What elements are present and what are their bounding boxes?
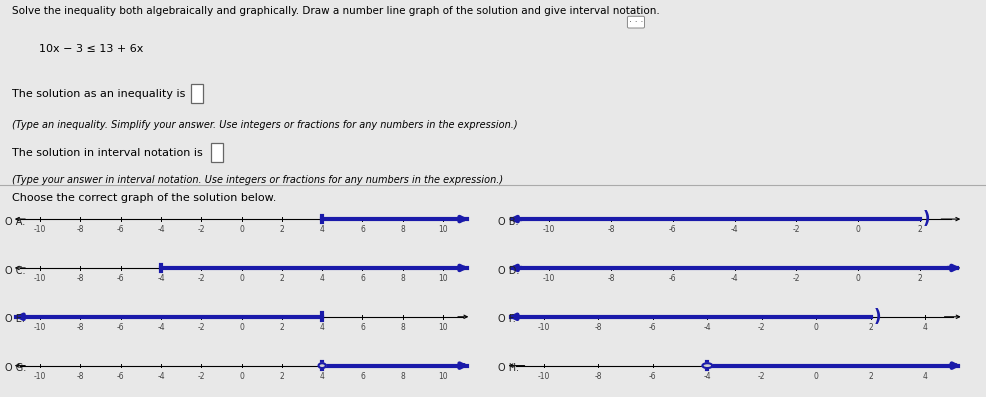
Text: -2: -2 bbox=[197, 225, 205, 234]
Text: 0: 0 bbox=[240, 225, 244, 234]
Text: -2: -2 bbox=[758, 323, 765, 332]
Text: 2: 2 bbox=[279, 372, 284, 381]
Text: 4: 4 bbox=[319, 274, 324, 283]
Circle shape bbox=[702, 363, 712, 368]
Text: · · ·: · · · bbox=[629, 17, 643, 27]
Text: -4: -4 bbox=[157, 225, 165, 234]
Text: -6: -6 bbox=[669, 225, 676, 234]
Text: -2: -2 bbox=[197, 323, 205, 332]
Text: -8: -8 bbox=[595, 372, 602, 381]
Text: -8: -8 bbox=[77, 274, 84, 283]
Text: -4: -4 bbox=[703, 323, 711, 332]
Text: -6: -6 bbox=[669, 274, 676, 283]
Text: 4: 4 bbox=[923, 372, 928, 381]
Text: -8: -8 bbox=[607, 274, 614, 283]
Text: -10: -10 bbox=[537, 323, 550, 332]
Text: 6: 6 bbox=[360, 372, 365, 381]
Text: O E.: O E. bbox=[5, 314, 25, 324]
Text: O D.: O D. bbox=[498, 266, 520, 276]
Text: -10: -10 bbox=[543, 274, 555, 283]
Text: 10: 10 bbox=[438, 323, 448, 332]
Text: 2: 2 bbox=[869, 323, 874, 332]
Text: O C.: O C. bbox=[5, 266, 26, 276]
Text: -2: -2 bbox=[793, 274, 800, 283]
Text: -4: -4 bbox=[157, 274, 165, 283]
Text: -10: -10 bbox=[543, 225, 555, 234]
Text: 2: 2 bbox=[279, 274, 284, 283]
Text: -6: -6 bbox=[117, 225, 124, 234]
Text: -6: -6 bbox=[649, 372, 657, 381]
Text: 4: 4 bbox=[319, 225, 324, 234]
Text: 2: 2 bbox=[918, 225, 922, 234]
Text: The solution as an inequality is: The solution as an inequality is bbox=[12, 89, 192, 98]
Text: -6: -6 bbox=[649, 323, 657, 332]
Text: -2: -2 bbox=[197, 274, 205, 283]
Text: 10: 10 bbox=[438, 274, 448, 283]
Text: 4: 4 bbox=[923, 323, 928, 332]
Text: 0: 0 bbox=[856, 274, 861, 283]
Text: -10: -10 bbox=[537, 372, 550, 381]
Text: 0: 0 bbox=[240, 372, 244, 381]
Text: -10: -10 bbox=[34, 323, 46, 332]
Text: 6: 6 bbox=[360, 225, 365, 234]
Text: The solution in interval notation is: The solution in interval notation is bbox=[12, 148, 210, 158]
Text: -6: -6 bbox=[117, 274, 124, 283]
Text: O G.: O G. bbox=[5, 363, 27, 373]
Text: 6: 6 bbox=[360, 323, 365, 332]
Text: 0: 0 bbox=[813, 372, 818, 381]
Text: -8: -8 bbox=[77, 323, 84, 332]
Text: 0: 0 bbox=[240, 274, 244, 283]
Text: -4: -4 bbox=[731, 274, 739, 283]
Text: -4: -4 bbox=[731, 225, 739, 234]
Text: O A.: O A. bbox=[5, 217, 26, 227]
Text: ): ) bbox=[874, 308, 881, 326]
Text: Solve the inequality both algebraically and graphically. Draw a number line grap: Solve the inequality both algebraically … bbox=[12, 6, 660, 15]
Text: 4: 4 bbox=[319, 372, 324, 381]
Text: -2: -2 bbox=[758, 372, 765, 381]
Text: -2: -2 bbox=[197, 372, 205, 381]
Text: -10: -10 bbox=[34, 274, 46, 283]
Text: -4: -4 bbox=[157, 323, 165, 332]
Text: -8: -8 bbox=[595, 323, 602, 332]
Text: 8: 8 bbox=[400, 372, 405, 381]
Text: (Type an inequality. Simplify your answer. Use integers or fractions for any num: (Type an inequality. Simplify your answe… bbox=[12, 120, 518, 130]
Text: 10: 10 bbox=[438, 372, 448, 381]
Text: 0: 0 bbox=[813, 323, 818, 332]
Text: 2: 2 bbox=[918, 274, 922, 283]
Text: 4: 4 bbox=[319, 323, 324, 332]
Text: -10: -10 bbox=[34, 372, 46, 381]
Text: 2: 2 bbox=[869, 372, 874, 381]
Text: -8: -8 bbox=[77, 372, 84, 381]
Text: -4: -4 bbox=[157, 372, 165, 381]
Text: 10x − 3 ≤ 13 + 6x: 10x − 3 ≤ 13 + 6x bbox=[39, 44, 144, 54]
Text: -6: -6 bbox=[117, 372, 124, 381]
Text: O H.: O H. bbox=[498, 363, 519, 373]
Text: (Type your answer in interval notation. Use integers or fractions for any number: (Type your answer in interval notation. … bbox=[12, 175, 503, 185]
Text: 8: 8 bbox=[400, 323, 405, 332]
Text: O B.: O B. bbox=[498, 217, 519, 227]
Text: 6: 6 bbox=[360, 274, 365, 283]
Text: 2: 2 bbox=[279, 225, 284, 234]
Text: 8: 8 bbox=[400, 274, 405, 283]
Text: 2: 2 bbox=[279, 323, 284, 332]
Text: 0: 0 bbox=[240, 323, 244, 332]
Text: -8: -8 bbox=[607, 225, 614, 234]
Text: Choose the correct graph of the solution below.: Choose the correct graph of the solution… bbox=[12, 193, 276, 203]
Circle shape bbox=[318, 363, 325, 368]
Text: O F.: O F. bbox=[498, 314, 516, 324]
Text: 10: 10 bbox=[438, 225, 448, 234]
Text: -6: -6 bbox=[117, 323, 124, 332]
Text: -2: -2 bbox=[793, 225, 800, 234]
Text: -4: -4 bbox=[703, 372, 711, 381]
Text: 0: 0 bbox=[856, 225, 861, 234]
Text: 8: 8 bbox=[400, 225, 405, 234]
Text: -10: -10 bbox=[34, 225, 46, 234]
Text: -8: -8 bbox=[77, 225, 84, 234]
Text: ): ) bbox=[923, 210, 931, 228]
